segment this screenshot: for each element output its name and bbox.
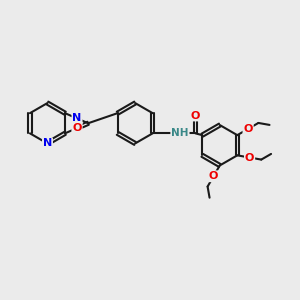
Text: O: O (245, 152, 254, 163)
Text: O: O (243, 124, 253, 134)
Text: N: N (72, 113, 82, 123)
Text: O: O (209, 171, 218, 181)
Text: O: O (72, 123, 82, 133)
Text: O: O (191, 110, 200, 121)
Text: N: N (43, 139, 52, 148)
Text: NH: NH (171, 128, 189, 138)
